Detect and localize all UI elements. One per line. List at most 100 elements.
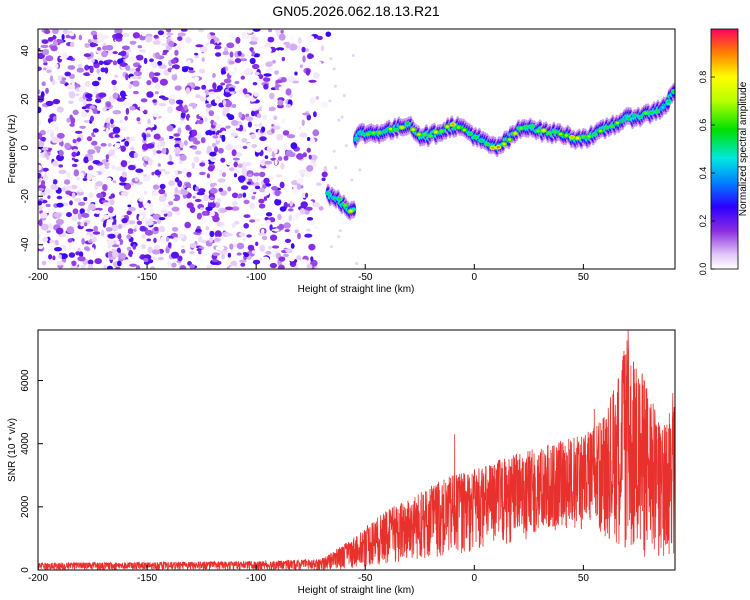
noise-blob — [242, 88, 248, 94]
noise-blob — [251, 250, 256, 254]
noise-blob — [181, 67, 189, 73]
noise-blob — [237, 175, 246, 182]
noise-blob — [233, 161, 238, 168]
noise-blob — [262, 114, 268, 121]
noise-blob — [206, 145, 212, 153]
noise-blob — [296, 182, 301, 190]
noise-blob — [227, 186, 232, 192]
noise-blob — [116, 240, 120, 246]
noise-blob — [296, 259, 301, 266]
noise-blob — [253, 123, 259, 127]
noise-blob — [56, 260, 65, 266]
noise-blob — [279, 206, 287, 212]
noise-blob — [244, 161, 252, 167]
noise-blob — [70, 41, 75, 48]
noise-blob — [78, 34, 83, 41]
signal-cell — [604, 126, 608, 129]
noise-blob — [76, 190, 84, 196]
noise-blob — [229, 91, 235, 95]
noise-blob — [180, 188, 186, 194]
signal-cell — [542, 129, 546, 132]
noise-blob — [258, 203, 266, 209]
noise-blob — [125, 95, 132, 99]
noise-blob — [216, 197, 222, 204]
spectrogram-y-tick-label: 20 — [20, 93, 31, 105]
noise-blob — [96, 146, 101, 154]
noise-blob — [212, 82, 217, 90]
noise-blob — [161, 232, 166, 237]
noise-blob — [239, 58, 248, 62]
noise-blob — [207, 165, 215, 172]
noise-blob — [181, 249, 186, 254]
noise-blob — [244, 93, 250, 98]
noise-blob — [84, 80, 92, 88]
noise-blob — [259, 244, 266, 252]
noise-blob — [224, 47, 228, 53]
noise-blob — [244, 68, 253, 76]
signal-cell — [457, 126, 461, 129]
noise-blob — [57, 39, 64, 44]
noise-blob — [204, 79, 211, 86]
noise-blob — [146, 80, 152, 86]
noise-blob — [137, 45, 143, 49]
noise-blob — [179, 142, 184, 148]
noise-blob — [161, 116, 168, 122]
noise-blob — [289, 200, 293, 207]
noise-blob — [175, 99, 184, 105]
noise-blob — [171, 171, 175, 176]
noise-blob — [241, 138, 248, 143]
noise-blob — [92, 231, 101, 235]
noise-blob — [143, 173, 147, 177]
noise-blob — [220, 82, 226, 86]
noise-blob — [243, 223, 249, 229]
noise-blob — [209, 230, 215, 238]
noise-blob — [152, 184, 160, 190]
noise-blob — [246, 234, 252, 238]
noise-blob — [102, 107, 107, 112]
noise-blob — [285, 104, 292, 108]
noise-blob — [59, 56, 65, 60]
noise-blob — [170, 58, 177, 64]
noise-blob — [231, 149, 237, 157]
noise-blob — [125, 65, 131, 71]
noise-blob — [52, 98, 61, 105]
noise-blob — [48, 254, 53, 260]
snr-x-tick-label: -150 — [137, 573, 157, 584]
noise-blob — [234, 58, 242, 64]
noise-blob — [269, 224, 273, 231]
noise-blob — [147, 118, 151, 125]
noise-blob — [261, 235, 268, 241]
noise-blob — [171, 262, 177, 268]
noise-blob — [38, 164, 42, 171]
noise-blob — [209, 151, 217, 157]
noise-blob — [277, 156, 283, 162]
noise-blob — [45, 138, 53, 142]
noise-blob — [161, 207, 169, 211]
noise-blob — [114, 74, 119, 79]
noise-blob — [41, 260, 47, 266]
noise-blob — [119, 119, 123, 124]
noise-blob — [183, 120, 190, 125]
noise-blob — [83, 53, 92, 58]
noise-blob — [54, 247, 62, 252]
noise-blob — [167, 106, 174, 114]
noise-blob — [87, 165, 94, 171]
noise-blob — [91, 80, 100, 87]
noise-blob — [292, 240, 301, 246]
noise-blob — [162, 49, 169, 53]
noise-blob — [38, 172, 42, 179]
noise-blob — [231, 192, 239, 199]
noise-blob — [38, 32, 42, 39]
noise-blob — [107, 143, 112, 147]
noise-blob — [254, 185, 261, 190]
noise-blob — [127, 230, 134, 234]
noise-blob — [272, 125, 281, 130]
noise-blob — [199, 162, 206, 167]
noise-blob — [299, 64, 304, 69]
noise-blob — [234, 220, 240, 225]
noise-blob — [137, 206, 145, 214]
signal-cell — [525, 125, 529, 129]
noise-blob — [92, 128, 99, 133]
noise-blob — [67, 238, 73, 243]
